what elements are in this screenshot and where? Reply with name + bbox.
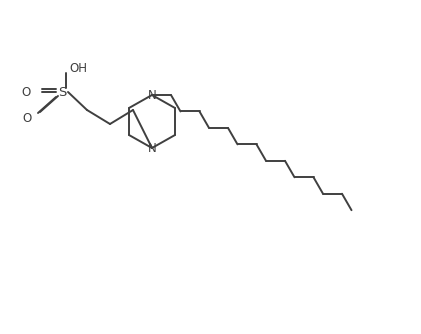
Text: N: N bbox=[148, 142, 156, 155]
Text: S: S bbox=[58, 86, 66, 99]
Text: O: O bbox=[23, 112, 32, 125]
Text: N: N bbox=[148, 89, 156, 102]
Text: O: O bbox=[22, 86, 31, 99]
Text: OH: OH bbox=[69, 61, 87, 74]
